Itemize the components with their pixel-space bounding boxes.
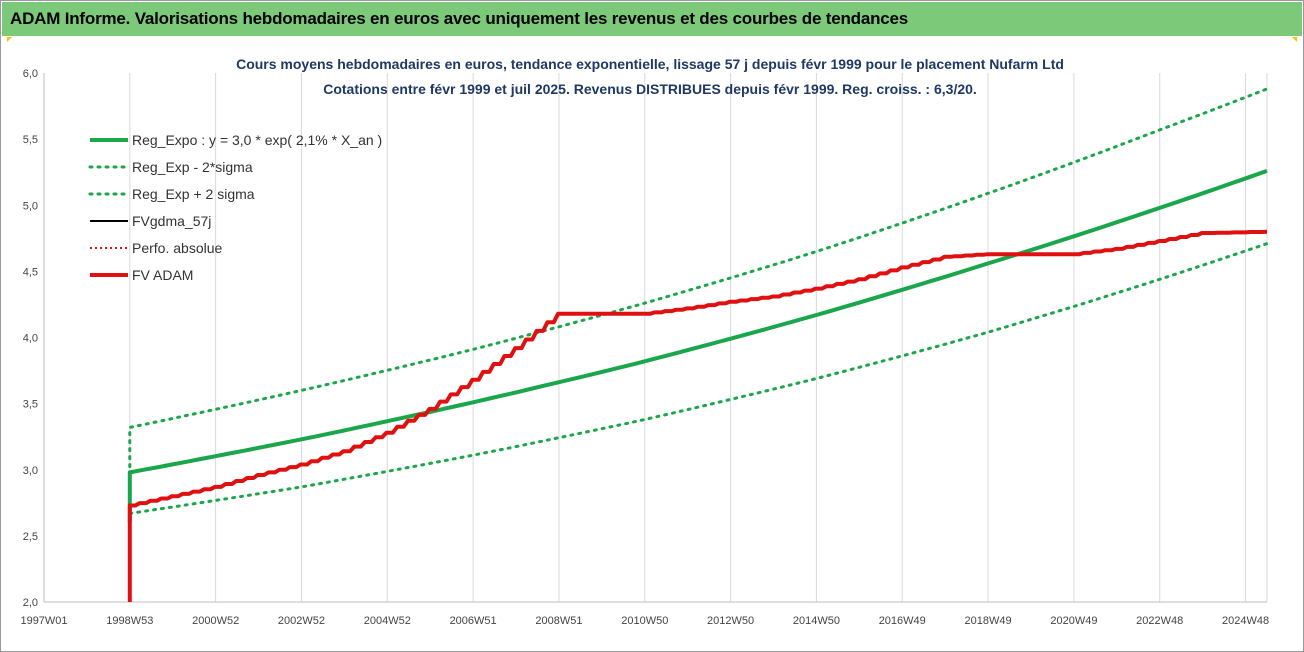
corner-marker-left <box>7 37 12 42</box>
x-tick-label: 2006W51 <box>450 615 497 627</box>
series <box>127 87 1269 602</box>
legend-label: Reg_Expo : y = 3,0 * exp( 2,1% * X_an ) <box>132 132 382 148</box>
legend-label: Reg_Exp + 2 sigma <box>132 186 255 202</box>
y-tick-label: 3,0 <box>23 465 38 477</box>
y-tick-label: 5,5 <box>23 134 38 146</box>
legend: Reg_Expo : y = 3,0 * exp( 2,1% * X_an ) R… <box>88 132 382 283</box>
x-tick-label: 2012W50 <box>707 615 754 627</box>
x-tick-label: 2010W50 <box>621 615 668 627</box>
y-tick-label: 5,0 <box>23 200 38 212</box>
corner-marker-right <box>1292 37 1297 42</box>
axes: 1997W01 1998W53 2000W52 2002W52 2004W52 2006W… <box>20 68 1269 627</box>
x-tick-label: 2020W49 <box>1050 615 1097 627</box>
x-tick-label: 2024W48 <box>1222 615 1269 627</box>
window-title: ADAM Informe. Valorisations hebdomadaire… <box>10 9 909 28</box>
series-line-3 <box>128 87 1269 525</box>
chart-title-line-2: Cotations entre févr 1999 et juil 2025. … <box>323 81 977 97</box>
legend-label: FVgdma_57j <box>132 213 211 229</box>
x-tick-label: 2004W52 <box>364 615 411 627</box>
x-tick-label: 2002W52 <box>278 615 325 627</box>
series-line-6 <box>127 229 1269 602</box>
y-tick-label: 4,5 <box>23 266 38 278</box>
chart-title: Cours moyens hebdomadaires en euros, ten… <box>236 56 1064 97</box>
y-tick-label: 4,0 <box>23 333 38 345</box>
y-tick-label: 6,0 <box>23 68 38 80</box>
legend-label: FV ADAM <box>132 267 193 283</box>
y-tick-label: 3,5 <box>23 399 38 411</box>
x-tick-label: 2016W49 <box>879 615 926 627</box>
x-tick-label: 1998W53 <box>106 615 153 627</box>
x-tick-label: 2000W52 <box>192 615 239 627</box>
x-tick-label: 2008W51 <box>535 615 582 627</box>
x-tick-label: 2022W48 <box>1136 615 1183 627</box>
chart-title-line-1: Cours moyens hebdomadaires en euros, ten… <box>236 56 1064 72</box>
title-bar: ADAM Informe. Valorisations hebdomadaire… <box>2 2 1302 36</box>
x-tick-label: 2018W49 <box>965 615 1012 627</box>
series-line-2 <box>128 242 1269 515</box>
y-tick-label: 2,0 <box>23 597 38 609</box>
grid <box>43 73 1268 602</box>
x-tick-label: 1997W01 <box>20 615 67 627</box>
legend-label: Reg_Exp - 2*sigma <box>132 159 253 175</box>
x-tick-label: 2014W50 <box>793 615 840 627</box>
series-line-1 <box>127 169 1268 523</box>
legend-label: Perfo. absolue <box>132 240 222 256</box>
y-tick-label: 2,5 <box>23 531 38 543</box>
